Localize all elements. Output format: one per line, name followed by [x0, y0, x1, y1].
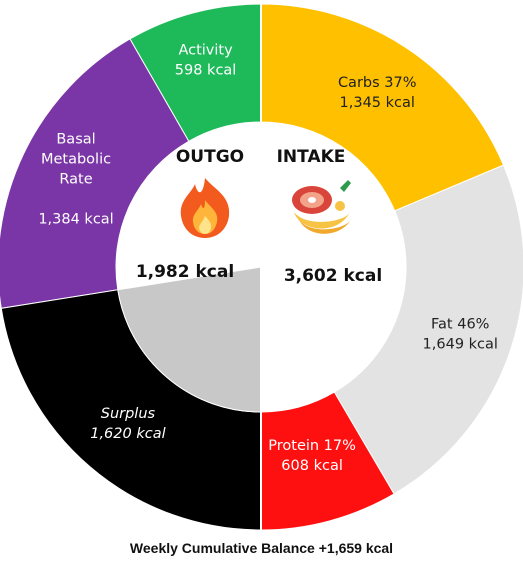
meat-banana-icon [292, 180, 352, 234]
fire-icon [180, 178, 230, 238]
outgo-title: OUTGO [176, 147, 244, 167]
label-activity: Activity 598 kcal [175, 42, 237, 78]
label-fat: Fat 46% 1,649 kcal [423, 316, 498, 352]
label-carbs: Carbs 37% 1,345 kcal [338, 75, 417, 111]
segment-labels: Carbs 37% 1,345 kcal Fat 46% 1,649 kcal Prot… [38, 42, 498, 474]
label-surplus: Surplus 1,620 kcal [90, 406, 165, 442]
intake-title: INTAKE [277, 147, 346, 167]
intake-total: 3,602 kcal [284, 266, 382, 286]
outgo-total: 1,982 kcal [136, 262, 234, 282]
center-surplus-shade [117, 266, 262, 413]
label-protein: Protein 17% 608 kcal [268, 438, 356, 474]
footer-balance: Weekly Cumulative Balance +1,659 kcal [129, 540, 394, 556]
label-bmr: Basal Metabolic Rate 1,384 kcal [38, 132, 113, 228]
